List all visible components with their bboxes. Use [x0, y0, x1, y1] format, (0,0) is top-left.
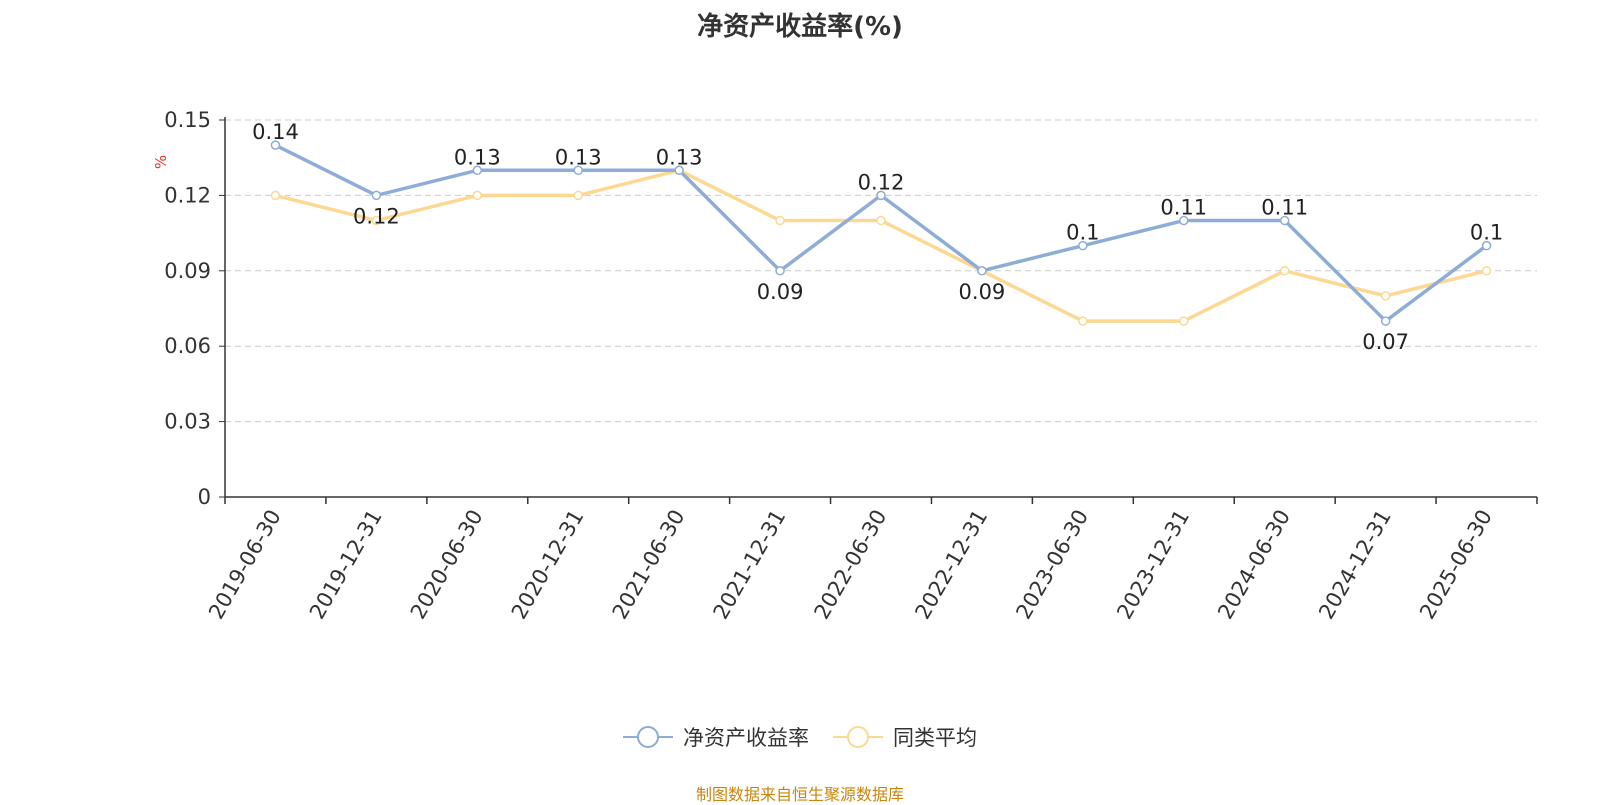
y-tick-label: 0.12 [164, 183, 211, 207]
data-label: 0.13 [454, 145, 501, 169]
data-point[interactable] [1078, 316, 1088, 326]
data-point[interactable] [1179, 316, 1189, 326]
data-label: 0.11 [1261, 196, 1308, 220]
legend-roe-marker [623, 726, 673, 748]
source-note: 制图数据来自恒生聚源数据库 [695, 785, 904, 804]
y-tick-label: 0.06 [164, 334, 211, 358]
x-tick-label: 2022-12-31 [910, 506, 992, 624]
x-tick-label: 2022-06-30 [810, 506, 892, 624]
y-tick-label: 0.15 [164, 108, 211, 132]
y-tick-label: 0.09 [164, 259, 211, 283]
data-point[interactable] [876, 190, 886, 201]
data-label: 0.14 [252, 120, 299, 144]
data-point[interactable] [1279, 215, 1290, 226]
data-point[interactable] [270, 140, 281, 150]
x-tick-label: 2020-06-30 [406, 506, 488, 624]
data-point[interactable] [775, 266, 785, 276]
data-point[interactable] [1481, 266, 1492, 276]
data-point[interactable] [573, 165, 583, 176]
data-label: 0.12 [353, 204, 400, 228]
data-point[interactable] [472, 190, 483, 201]
data-point[interactable] [1078, 240, 1088, 251]
data-point[interactable] [371, 190, 382, 201]
data-label: 0.13 [656, 145, 703, 169]
chart-title: 净资产收益率(%) [697, 12, 903, 42]
data-label: 0.1 [1066, 221, 1099, 245]
data-point[interactable] [977, 266, 987, 276]
x-tick-label: 2019-06-30 [204, 506, 286, 624]
x-tick-label: 2021-06-30 [608, 506, 690, 624]
x-tick-label: 2024-06-30 [1213, 506, 1295, 624]
legend-roe-label: 净资产收益率 [683, 726, 809, 750]
data-label: 0.09 [959, 280, 1006, 304]
x-tick-label: 2020-12-31 [507, 506, 589, 624]
legend-item-roe[interactable]: 净资产收益率 [623, 722, 809, 752]
data-point[interactable] [775, 215, 785, 226]
data-point[interactable] [1380, 291, 1391, 301]
data-point[interactable] [371, 215, 382, 226]
data-point[interactable] [1279, 266, 1290, 276]
data-label: 0.12 [858, 170, 905, 194]
data-point[interactable] [674, 165, 684, 176]
y-tick-label: 0.03 [164, 410, 211, 434]
data-label: 0.09 [757, 280, 804, 304]
legend-peer-label: 同类平均 [893, 726, 977, 750]
data-label: 0.11 [1160, 196, 1207, 220]
x-tick-label: 2019-12-31 [305, 506, 387, 624]
x-tick-label: 2024-12-31 [1314, 506, 1396, 624]
x-tick-label: 2023-06-30 [1011, 506, 1093, 624]
y-tick-label: 0 [198, 485, 211, 509]
data-label: 0.13 [555, 145, 602, 169]
data-point[interactable] [1380, 316, 1391, 326]
x-tick-label: 2023-12-31 [1112, 506, 1194, 624]
data-point[interactable] [1481, 240, 1492, 251]
data-label: 0.1 [1470, 221, 1503, 245]
x-tick-label: 2025-06-30 [1415, 506, 1497, 624]
data-point[interactable] [876, 215, 886, 226]
y-axis-unit: % [152, 155, 170, 169]
legend-peer-marker [833, 726, 883, 748]
x-tick-label: 2021-12-31 [709, 506, 791, 624]
data-point[interactable] [573, 190, 583, 201]
data-point[interactable] [1179, 215, 1189, 226]
legend-item-peer-average[interactable]: 同类平均 [833, 722, 977, 752]
data-label: 0.07 [1362, 330, 1409, 354]
legend: 净资产收益率 同类平均 [0, 722, 1600, 752]
data-point[interactable] [472, 165, 483, 176]
data-point[interactable] [270, 190, 281, 201]
